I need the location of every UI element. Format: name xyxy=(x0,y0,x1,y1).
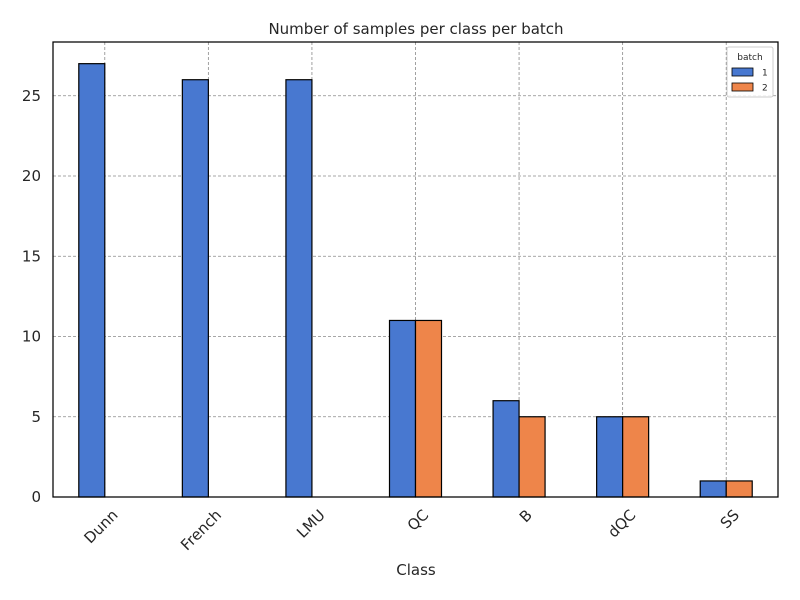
x-tick-label: B xyxy=(516,506,536,526)
x-tick-label: French xyxy=(177,506,225,554)
y-tick-label: 20 xyxy=(22,167,41,185)
bar-b-batch-1 xyxy=(492,400,520,498)
y-tick-label: 5 xyxy=(31,408,41,426)
y-tick-labels: 0 5 10 15 20 25 xyxy=(22,87,41,506)
legend-label-batch-1: 1 xyxy=(762,69,768,79)
bar-ss-batch-2 xyxy=(725,480,753,498)
x-tick-label: LMU xyxy=(293,506,329,542)
bar-ss-batch-1 xyxy=(699,480,727,498)
x-tick-label: SS xyxy=(717,506,743,532)
plot-frame xyxy=(52,41,779,498)
bar-b-batch-2 xyxy=(518,416,546,498)
x-tick-label: QC xyxy=(404,506,432,534)
chart-title: Number of samples per class per batch xyxy=(268,20,563,38)
bar-lmu-batch-1 xyxy=(285,79,313,498)
bar-dunn-batch-1 xyxy=(78,63,106,498)
legend-label-batch-2: 2 xyxy=(762,84,768,94)
x-axis-label: Class xyxy=(396,561,436,579)
bar-french-batch-1 xyxy=(181,79,209,498)
bars xyxy=(78,63,753,498)
y-tick-label: 25 xyxy=(22,87,41,105)
legend-title: batch xyxy=(737,53,762,63)
bar-dqc-batch-1 xyxy=(596,416,624,498)
x-tick-label: dQC xyxy=(604,506,639,541)
y-tick-label: 10 xyxy=(22,328,41,346)
y-tick-label: 15 xyxy=(22,247,41,265)
bar-qc-batch-1 xyxy=(388,319,417,498)
bar-dqc-batch-2 xyxy=(622,416,650,498)
legend-swatch-batch-1 xyxy=(731,67,754,77)
x-tick-label: Dunn xyxy=(80,506,121,547)
bar-qc-batch-2 xyxy=(414,319,443,498)
legend: batch 1 2 xyxy=(726,46,774,98)
y-tick-label: 0 xyxy=(31,488,41,506)
legend-swatch-batch-2 xyxy=(731,82,754,92)
